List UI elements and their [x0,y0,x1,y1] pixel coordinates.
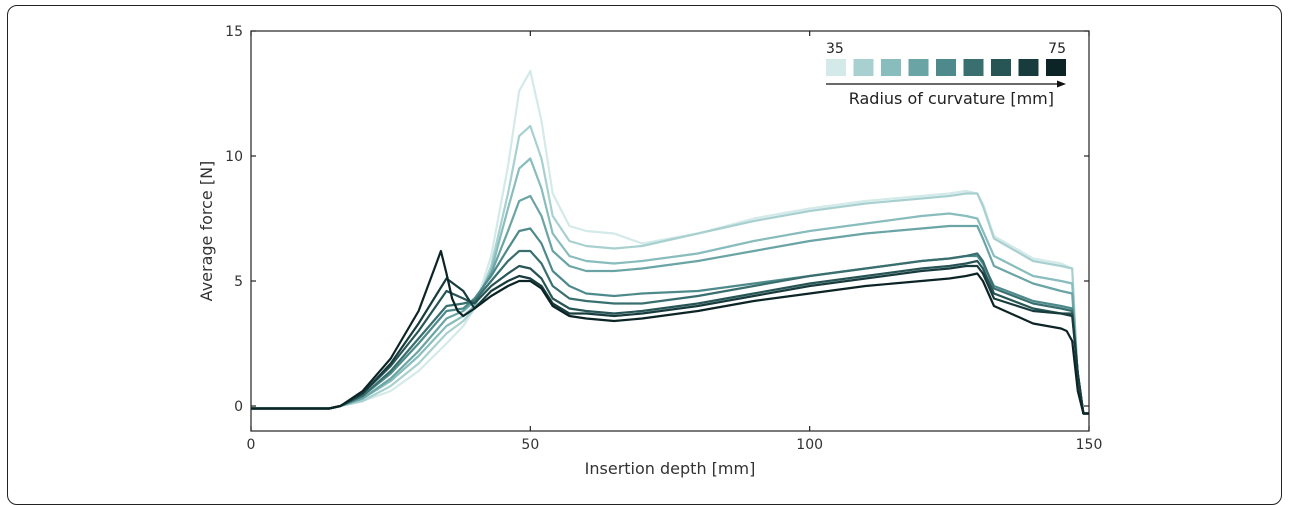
x-tick-label: 50 [521,437,539,453]
legend-min-label: 35 [826,41,844,57]
series-line-r70 [251,264,1089,415]
line-chart: 0 50 100 150 0 5 10 15 Insertion depth [mm] Ave… [197,24,1102,478]
series-line-r55 [251,227,1089,415]
legend-arrow-head [1057,80,1066,88]
series-line-r75 [251,249,1089,415]
x-tick-label: 0 [247,437,256,453]
series-layer [251,69,1089,415]
legend-swatch [853,59,874,76]
y-tick-label: 5 [234,274,243,290]
legend-max-label: 75 [1048,41,1066,57]
legend-swatch [826,59,846,76]
x-axis-label: Insertion depth [mm] [585,459,756,478]
series-line-r65 [251,259,1089,415]
y-tick-label: 15 [225,24,243,40]
series-line-r50 [251,194,1089,415]
y-tick-label: 0 [234,399,243,415]
legend-swatch [1046,59,1066,76]
series-line-r40 [251,124,1089,415]
legend-swatch [963,59,984,76]
legend: 35 75 Radius of curvature [mm] [826,41,1066,108]
y-tick-label: 10 [225,149,243,165]
series-line-r60 [251,249,1089,415]
legend-swatch [991,59,1011,76]
legend-swatch [936,59,956,76]
plot-area-frame [250,30,1090,432]
x-tick-label: 100 [796,437,823,453]
y-axis-label: Average force [N] [197,161,216,302]
series-line-r45 [251,157,1089,415]
legend-swatch [1018,59,1039,76]
legend-title: Radius of curvature [mm] [849,89,1054,108]
series-line-r35 [251,69,1089,415]
ticks-layer: 0 50 100 150 0 5 10 15 [225,24,1102,453]
legend-swatches [826,59,1066,76]
legend-swatch [881,59,901,76]
legend-swatch [908,59,929,76]
x-tick-label: 150 [1076,437,1103,453]
